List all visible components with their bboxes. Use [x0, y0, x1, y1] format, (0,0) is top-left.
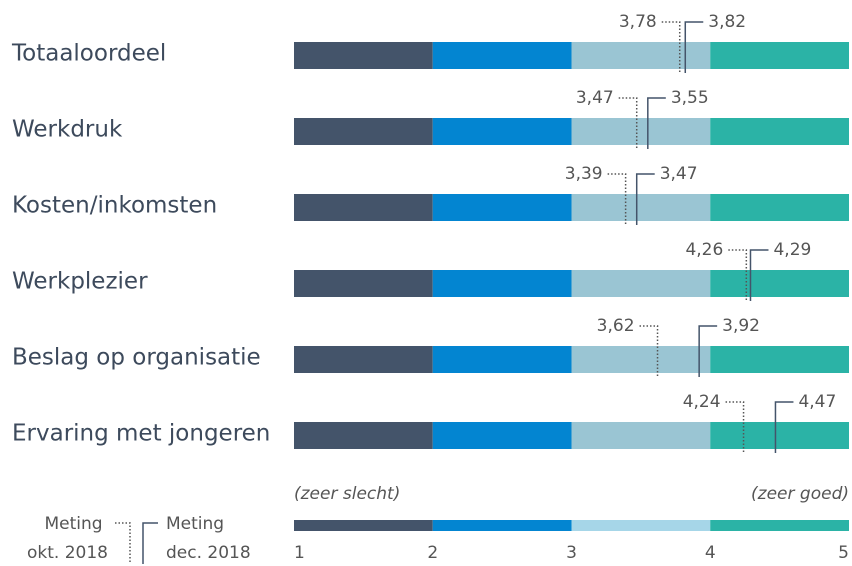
scale-band — [710, 194, 849, 221]
x-tick-label: 2 — [427, 543, 438, 563]
x-tick-label: 1 — [294, 543, 305, 563]
scale-band — [294, 270, 433, 297]
marker-line — [698, 325, 718, 377]
marker-line — [728, 249, 748, 301]
scale-band — [432, 346, 572, 373]
category-label: Totaaloordeel — [11, 41, 166, 67]
scale-band — [432, 42, 572, 69]
scale-band — [710, 118, 849, 145]
value-label: 4,47 — [798, 392, 836, 412]
value-label: 4,29 — [773, 240, 811, 260]
legend-scale-band — [294, 520, 433, 531]
scale-band — [571, 270, 711, 297]
marker-line — [684, 21, 704, 73]
marker-line — [639, 325, 659, 377]
legend-line: Meting — [45, 514, 108, 534]
scale-band — [432, 118, 572, 145]
legend-scale-band — [571, 520, 711, 531]
category-label: Ervaring met jongeren — [12, 421, 270, 447]
value-label: 4,26 — [685, 240, 723, 260]
legend-line: okt. 2018 — [27, 543, 108, 563]
legend-label: Meting okt. 2018 — [27, 514, 108, 563]
legend-marker — [115, 522, 131, 564]
marker-line — [774, 401, 794, 453]
scale-band — [571, 422, 711, 449]
value-label: 3,82 — [708, 12, 746, 32]
scale-band — [294, 42, 433, 69]
scale-band — [294, 118, 433, 145]
legend-line: dec. 2018 — [166, 543, 251, 563]
category-label: Beslag op organisatie — [12, 345, 261, 371]
marker-line — [607, 173, 627, 225]
value-label: 3,47 — [576, 88, 614, 108]
x-tick-label: 4 — [705, 543, 716, 563]
legend-scale-band — [710, 520, 849, 531]
category-label: Werkdruk — [12, 117, 123, 143]
marker-line — [618, 97, 638, 149]
scale-high-label: (zeer goed) — [751, 484, 849, 504]
scale-band — [710, 42, 849, 69]
legend-marker — [142, 522, 158, 564]
value-label: 3,78 — [619, 12, 657, 32]
scale-band — [432, 422, 572, 449]
value-label: 3,47 — [660, 164, 698, 184]
value-label: 3,62 — [597, 316, 635, 336]
scale-band — [710, 346, 849, 373]
scale-band — [571, 118, 711, 145]
x-tick-label: 3 — [566, 543, 577, 563]
scale-band — [571, 194, 711, 221]
scale-band — [294, 422, 433, 449]
scale-band — [432, 270, 572, 297]
legend-line: Meting — [166, 514, 229, 534]
scale-band — [710, 270, 849, 297]
category-label: Werkplezier — [12, 269, 148, 295]
value-label: 3,92 — [722, 316, 760, 336]
scale-band — [294, 346, 433, 373]
legend-scale-band — [432, 520, 572, 531]
marker-line — [635, 173, 655, 225]
legend-label: Meting dec. 2018 — [166, 514, 251, 563]
value-label: 3,39 — [565, 164, 603, 184]
marker-line — [661, 21, 681, 73]
value-label: 3,55 — [671, 88, 709, 108]
marker-line — [725, 401, 745, 453]
scale-band — [432, 194, 572, 221]
marker-line — [647, 97, 666, 149]
x-tick-label: 5 — [838, 543, 849, 563]
marker-line — [749, 249, 769, 301]
scale-band — [571, 42, 711, 69]
scale-low-label: (zeer slecht) — [294, 484, 400, 504]
scale-band — [571, 346, 711, 373]
scale-band — [294, 194, 433, 221]
scale-band — [710, 422, 849, 449]
category-label: Kosten/inkomsten — [12, 193, 217, 219]
value-label: 4,24 — [683, 392, 721, 412]
